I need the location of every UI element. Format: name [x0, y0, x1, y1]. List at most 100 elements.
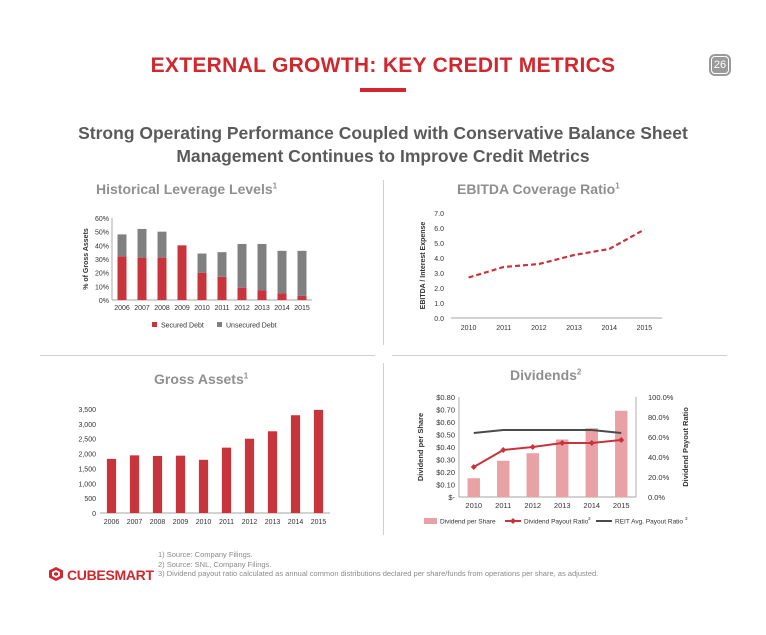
- x-tick-label: 2015: [637, 325, 653, 332]
- divider-vertical-top: [383, 180, 384, 345]
- y-tick-label: 6.0: [434, 226, 444, 233]
- bar-dividend-2014: [585, 428, 598, 497]
- payout-ratio-marker: [618, 437, 625, 443]
- legend-marker-payout: [510, 518, 516, 524]
- y-tick-label: 1.0: [434, 301, 444, 308]
- y-tick-label-right: 20.0%: [648, 473, 670, 482]
- x-tick-label: 2010: [196, 519, 212, 526]
- section-title-text: Historical Leverage Levels: [96, 181, 273, 197]
- x-tick-label: 2012: [234, 305, 250, 312]
- x-tick-label: 2014: [274, 305, 290, 312]
- bar-gross-assets-2010: [198, 459, 209, 513]
- page-number-badge: 26: [709, 54, 731, 76]
- x-tick-label: 2014: [601, 325, 617, 332]
- x-tick-label: 2006: [104, 519, 120, 526]
- y-tick-label: 2.0: [434, 286, 444, 293]
- bar-dividend-2011: [497, 460, 510, 497]
- payout-ratio-marker: [470, 464, 477, 470]
- bar-gross-assets-2015: [313, 409, 324, 513]
- ebitda-coverage-line: [468, 228, 645, 279]
- x-tick-label: 2011: [496, 325, 511, 332]
- y-tick-label-left: $0.80: [436, 393, 455, 402]
- y-tick-label-left: $0.40: [436, 443, 455, 452]
- bar-unsecured-2006: [117, 234, 127, 257]
- x-tick-label: 2010: [461, 325, 477, 332]
- bar-dividend-2015: [615, 410, 628, 497]
- x-tick-label: 2011: [495, 501, 511, 510]
- footnote-ref: 1: [272, 181, 278, 191]
- x-tick-label: 2011: [219, 519, 234, 526]
- y-tick-label-left: $0.10: [436, 481, 455, 490]
- x-tick-label: 2013: [265, 519, 281, 526]
- bar-secured-2012: [237, 287, 247, 300]
- y-tick-label-left: $0.50: [436, 431, 455, 440]
- y-tick-label: 50%: [95, 230, 109, 237]
- y-tick-label: 2,000: [78, 452, 96, 459]
- x-tick-label: 2012: [531, 325, 547, 332]
- x-tick-label: 2012: [242, 519, 258, 526]
- legend-swatch: [217, 322, 222, 327]
- divider-vertical-bottom: [383, 363, 384, 535]
- x-tick-label: 2007: [134, 305, 150, 312]
- y-tick-label: 20%: [95, 271, 109, 278]
- section-title-text: EBITDA Coverage Ratio: [457, 181, 616, 197]
- section-title-text: Gross Assets: [154, 371, 244, 387]
- footnote-ref: 2: [576, 367, 582, 377]
- payout-ratio-line: [473, 439, 622, 468]
- legend-label: Dividend Payout Ratio: [524, 519, 589, 526]
- bar-secured-2008: [157, 257, 167, 300]
- y-tick-label-left: $0.70: [436, 406, 455, 415]
- y-tick-label: 2,500: [78, 437, 96, 444]
- section-title-ebitda: EBITDA Coverage Ratio1: [457, 181, 620, 197]
- divider-horizontal-right: [392, 355, 727, 356]
- subtitle-line-2: Management Continues to Improve Credit M…: [176, 146, 590, 166]
- legend-label: Secured Debt: [161, 323, 204, 330]
- bar-gross-assets-2011: [221, 447, 232, 513]
- bar-unsecured-2008: [157, 231, 167, 258]
- x-tick-label: 2015: [311, 519, 327, 526]
- bar-gross-assets-2009: [175, 455, 186, 513]
- y-tick-label-left: $0.60: [436, 418, 455, 427]
- y-tick-label: 10%: [95, 284, 109, 291]
- y-tick-label-right: 80.0%: [648, 413, 670, 422]
- x-tick-label: 2007: [127, 519, 143, 526]
- y-tick-label-right: 40.0%: [648, 453, 670, 462]
- bar-gross-assets-2013: [267, 431, 278, 513]
- divider-horizontal-left: [40, 355, 375, 356]
- y-tick-label: 0.0: [434, 316, 444, 323]
- y-tick-label: 1,000: [78, 481, 96, 488]
- x-tick-label: 2013: [254, 305, 270, 312]
- logo-wordmark: CUBESMART: [67, 567, 154, 583]
- y-tick-label-right: 100.0%: [648, 393, 674, 402]
- y-tick-label: 0%: [99, 298, 109, 305]
- x-tick-label: 2015: [613, 501, 630, 510]
- y-tick-label-left: $0.30: [436, 456, 455, 465]
- x-tick-label: 2009: [173, 519, 189, 526]
- bar-unsecured-2012: [237, 243, 247, 288]
- bar-secured-2013: [257, 290, 267, 300]
- y-tick-label: 4.0: [434, 256, 444, 263]
- y-tick-label: 3,500: [78, 407, 96, 414]
- bar-secured-2009: [177, 245, 187, 300]
- x-tick-label: 2011: [214, 305, 229, 312]
- bar-unsecured-2007: [137, 228, 147, 258]
- bar-secured-2014: [277, 293, 287, 300]
- legend-swatch-dividend: [424, 518, 437, 524]
- reit-avg-payout-line: [473, 429, 622, 434]
- payout-ratio-marker: [559, 440, 566, 446]
- x-tick-label: 2013: [566, 325, 582, 332]
- footnote-ref: 1: [243, 371, 249, 381]
- y-axis-label: % of Gross Assets: [83, 228, 90, 290]
- y-tick-label: 7.0: [434, 211, 444, 218]
- legend-label: Unsecured Debt: [226, 323, 277, 330]
- y-tick-label-left: $0.20: [436, 468, 455, 477]
- y-axis-label-right: Dividend Payout Ratio: [681, 407, 690, 487]
- bar-secured-2007: [137, 257, 147, 300]
- x-tick-label: 2012: [524, 501, 541, 510]
- payout-ratio-marker: [500, 447, 507, 453]
- bar-dividend-2012: [526, 453, 539, 497]
- bar-unsecured-2011: [217, 252, 227, 277]
- x-tick-label: 2008: [150, 519, 166, 526]
